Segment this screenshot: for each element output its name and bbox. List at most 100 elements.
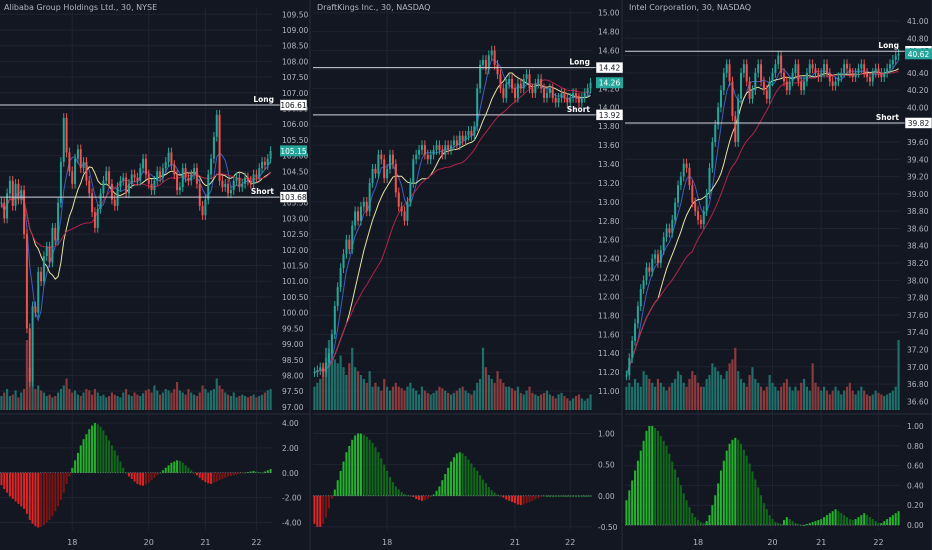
volume-bar — [705, 378, 708, 410]
candle-body — [125, 177, 128, 194]
osc-bar — [800, 525, 803, 526]
candle-body — [224, 183, 227, 188]
osc-bar — [511, 495, 514, 502]
candle-body — [782, 72, 785, 82]
osc-bar — [40, 472, 43, 527]
osc-bar — [768, 515, 771, 526]
osc-bar — [450, 461, 453, 496]
volume-bar — [409, 382, 412, 410]
volume-bar — [362, 378, 365, 410]
volume-bar — [447, 392, 450, 410]
level-price-label: 13.92 — [599, 111, 621, 120]
osc-bar — [505, 495, 508, 500]
candle-body — [458, 135, 461, 146]
price-tick-label: 12.00 — [598, 292, 620, 301]
volume-bar — [342, 367, 345, 410]
osc-bar — [464, 455, 467, 496]
volume-bar — [193, 394, 196, 410]
volume-bar — [8, 396, 11, 410]
volume-bar — [102, 394, 105, 410]
volume-bar — [728, 363, 731, 410]
osc-bar — [133, 472, 136, 482]
osc-bar — [705, 521, 708, 526]
price-tick-label: 99.50 — [282, 324, 304, 333]
candle-body — [513, 88, 517, 98]
candle-body — [11, 180, 14, 206]
candle-body — [656, 254, 659, 264]
candle-body — [193, 168, 196, 175]
volume-bar — [653, 386, 657, 410]
osc-bar — [266, 470, 269, 473]
osc-bar — [545, 495, 548, 497]
osc-bar — [386, 470, 389, 496]
osc-bar — [473, 467, 476, 496]
candle-body — [362, 201, 365, 207]
osc-bar — [642, 440, 645, 526]
osc-bar — [665, 445, 668, 526]
volume-bar — [255, 397, 258, 410]
osc-bar — [502, 495, 505, 498]
osc-bar — [874, 521, 877, 526]
candle-body — [339, 268, 342, 288]
candle-body — [651, 258, 654, 272]
osc-bar — [636, 460, 639, 526]
osc-bar — [857, 517, 860, 526]
osc-bar — [119, 461, 122, 473]
candle-body — [316, 370, 319, 373]
candle-body — [229, 190, 232, 194]
candle-body — [484, 60, 487, 70]
candle-body — [760, 64, 763, 82]
candle-body — [380, 154, 383, 160]
price-tick-label: 40.20 — [907, 86, 929, 95]
volume-bar — [837, 390, 840, 410]
candle-body — [212, 136, 215, 159]
candle-body — [195, 168, 198, 184]
osc-bar — [528, 495, 531, 502]
price-tick-label: 12.80 — [598, 217, 620, 226]
candle-body — [694, 202, 697, 212]
osc-bar — [871, 519, 874, 526]
osc-tick-label: 0.00 — [598, 492, 615, 501]
volume-bar — [31, 382, 34, 410]
volume-bar — [645, 375, 648, 410]
candle-body — [740, 72, 743, 99]
candle-body — [429, 154, 432, 160]
volume-bar — [702, 386, 705, 410]
candle-body — [851, 72, 854, 78]
candle-body — [481, 60, 485, 65]
volume-bar — [762, 390, 766, 410]
volume-bar — [319, 378, 322, 410]
volume-bar — [685, 386, 688, 410]
candle-body — [397, 192, 400, 207]
candle-body — [159, 171, 162, 178]
price-tick-label: 37.80 — [907, 294, 929, 303]
osc-bar — [805, 524, 808, 526]
osc-bar — [825, 515, 828, 526]
osc-bar — [694, 517, 697, 526]
candle-body — [685, 163, 688, 168]
candle-body — [218, 114, 221, 181]
price-tick-label: 13.80 — [598, 122, 620, 131]
candle-body — [522, 78, 525, 89]
osc-bar — [496, 494, 499, 496]
osc-bar — [423, 495, 426, 501]
volume-bar — [780, 386, 783, 410]
candle-body — [342, 253, 345, 269]
osc-bar — [674, 469, 677, 526]
osc-bar — [490, 490, 493, 496]
candle-body — [840, 72, 843, 78]
candle-body — [894, 55, 897, 60]
candle-body — [883, 72, 886, 78]
candle-body — [508, 78, 511, 84]
volume-bar — [204, 389, 207, 410]
volume-bar — [181, 392, 184, 410]
candle-body — [207, 174, 210, 200]
osc-bar — [173, 461, 176, 473]
volume-bar — [540, 394, 543, 410]
volume-bar — [574, 396, 578, 410]
osc-bar — [714, 495, 717, 526]
candle-body — [528, 74, 531, 89]
volume-bar — [441, 388, 444, 410]
candle-body — [634, 323, 637, 341]
candle-body — [88, 180, 91, 194]
